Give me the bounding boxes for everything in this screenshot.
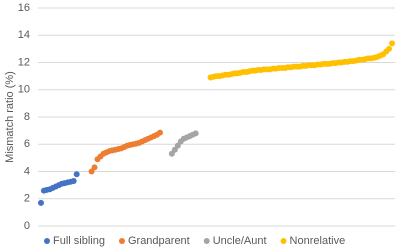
point xyxy=(389,40,396,47)
y-tick-label: 8 xyxy=(24,111,30,123)
y-tick-label: 6 xyxy=(24,138,30,150)
y-tick-label: 0 xyxy=(24,220,30,232)
point xyxy=(37,199,44,206)
point xyxy=(386,45,393,52)
legend-marker xyxy=(44,238,50,244)
legend-marker xyxy=(280,238,287,244)
y-tick-label: 14 xyxy=(18,29,30,41)
y-tick-label: 10 xyxy=(18,84,30,96)
legend-label: Full sibling xyxy=(53,235,105,247)
legend-marker xyxy=(203,238,210,244)
point xyxy=(91,164,98,171)
point xyxy=(70,178,77,185)
legend-label: Grandparent xyxy=(128,235,190,247)
legend-label: Nonrelative xyxy=(290,235,346,247)
point xyxy=(156,129,163,136)
y-tick-label: 4 xyxy=(24,165,30,177)
legend-marker xyxy=(118,238,125,244)
y-tick-label: 2 xyxy=(24,193,30,205)
y-tick-label: 12 xyxy=(18,56,30,68)
point xyxy=(192,130,199,137)
y-tick-label: 16 xyxy=(18,2,30,14)
point xyxy=(73,171,80,178)
legend-label: Uncle/Aunt xyxy=(213,235,267,247)
y-axis-label: Mismatch ratio (%) xyxy=(4,71,16,163)
